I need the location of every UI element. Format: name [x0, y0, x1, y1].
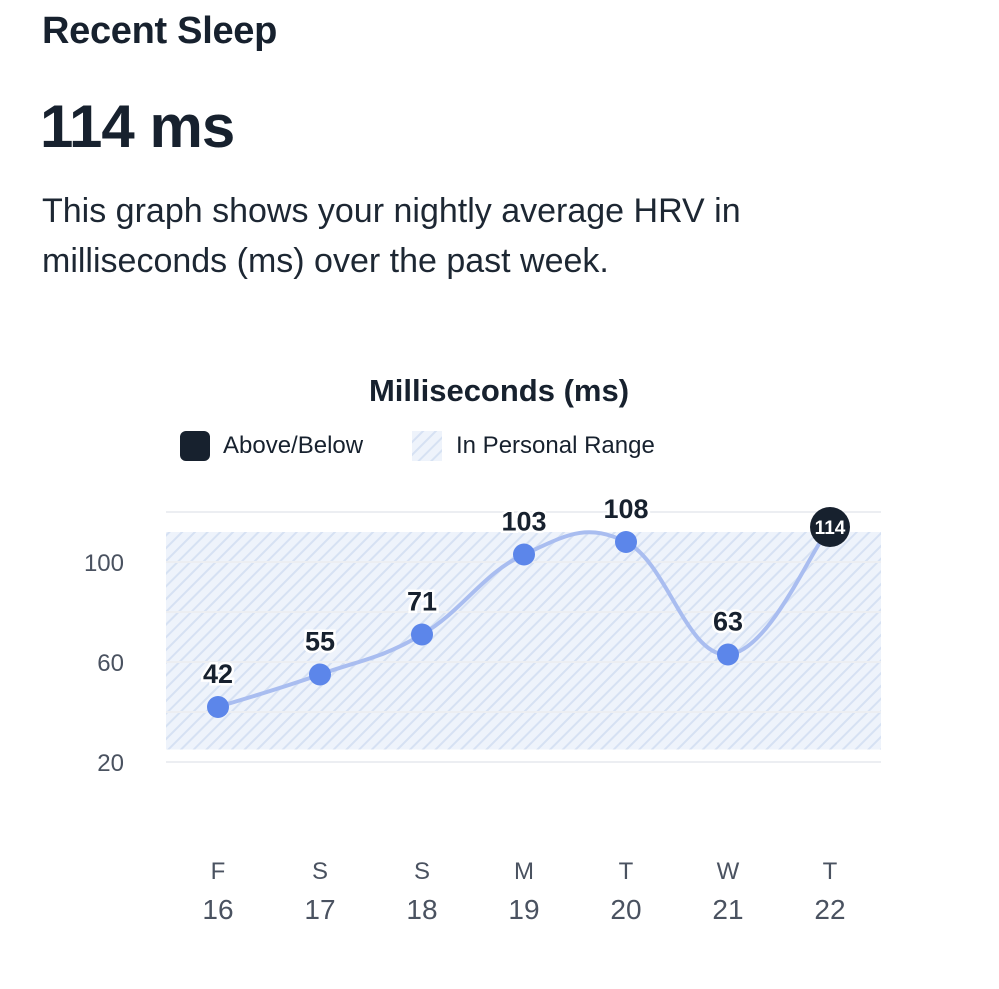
x-tick-date: 18: [406, 894, 437, 925]
chart-title: Milliseconds (ms): [369, 373, 629, 408]
x-tick-day: T: [619, 858, 634, 885]
data-point: [309, 663, 331, 686]
data-label: 103: [501, 507, 546, 537]
x-tick-date: 20: [610, 894, 641, 925]
chart-description: This graph shows your nightly average HR…: [42, 192, 741, 280]
data-label: 42: [203, 659, 233, 689]
page-title: Recent Sleep: [42, 10, 278, 52]
data-point: [717, 643, 739, 666]
data-label: 114: [815, 518, 846, 539]
hrv-value: 114 ms: [40, 93, 235, 160]
x-tick-date: 22: [814, 894, 845, 925]
y-tick-label: 60: [97, 650, 124, 677]
data-point: [207, 696, 229, 718]
x-tick-date: 19: [508, 894, 539, 925]
legend-marker-above-below: [180, 431, 210, 461]
legend: Above/Below In Personal Range: [180, 431, 655, 461]
data-point: [513, 543, 535, 566]
y-tick-label: 100: [84, 550, 124, 577]
x-tick-day: F: [211, 858, 226, 885]
legend-marker-personal-range: [412, 431, 442, 461]
data-label: 71: [407, 587, 437, 617]
legend-label-above-below: Above/Below: [223, 432, 364, 459]
x-tick-date: 16: [202, 894, 233, 925]
x-tick-day: S: [414, 858, 430, 885]
data-point-highlight: [810, 507, 850, 547]
data-label: 63: [713, 607, 743, 637]
x-tick-date: 21: [712, 894, 743, 925]
x-tick-day: M: [514, 858, 534, 885]
x-tick-date: 17: [304, 894, 335, 925]
y-tick-label: 20: [97, 750, 124, 777]
x-tick-day: T: [823, 858, 838, 885]
data-point: [411, 623, 433, 646]
data-point: [615, 531, 637, 553]
personal-range-band: [166, 532, 881, 750]
x-tick-day: S: [312, 858, 328, 885]
data-label: 108: [603, 494, 648, 524]
x-tick-day: W: [717, 858, 740, 885]
data-label: 55: [305, 627, 335, 657]
legend-label-personal-range: In Personal Range: [456, 432, 655, 459]
